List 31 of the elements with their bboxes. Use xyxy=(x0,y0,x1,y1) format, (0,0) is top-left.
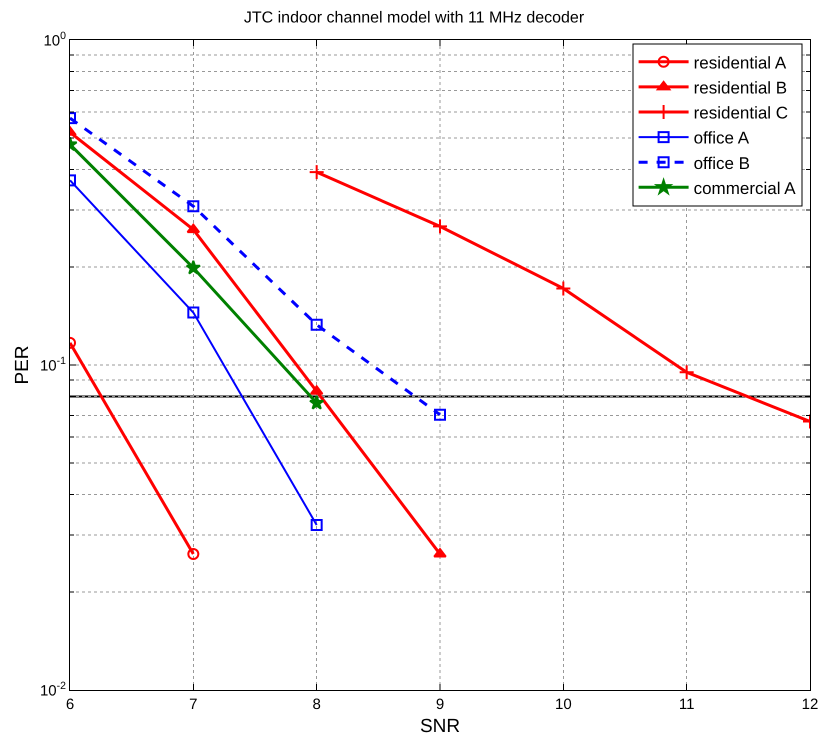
point xyxy=(310,318,323,331)
legend-label: residential A xyxy=(694,53,787,72)
x-tick-label: 12 xyxy=(802,696,818,713)
chart-title: JTC indoor channel model with 11 MHz decoder xyxy=(244,9,585,26)
x-tick-label: 8 xyxy=(312,696,321,713)
legend-label: commercial A xyxy=(694,178,796,198)
y-tick-label: 10$^{0}$ xyxy=(43,30,66,50)
point xyxy=(433,548,447,558)
point xyxy=(187,200,200,212)
point xyxy=(434,408,446,421)
point xyxy=(186,224,200,234)
x-tick-label: 11 xyxy=(678,696,694,713)
legend-label: office A xyxy=(694,128,750,148)
point xyxy=(308,164,325,180)
y-tick-label: 10$^{-2}$ xyxy=(40,680,66,700)
point xyxy=(310,385,324,395)
point xyxy=(309,394,324,410)
point xyxy=(186,260,201,275)
y-axis-title: PER xyxy=(12,345,33,385)
x-axis-title: SNR xyxy=(420,716,460,737)
x-tick-label: 7 xyxy=(189,696,198,713)
x-tick-label: 9 xyxy=(436,696,444,713)
legend-label: office B xyxy=(694,154,750,173)
legend-label: residential B xyxy=(694,78,788,98)
x-tick-label: 6 xyxy=(66,696,74,713)
legend-label: residential C xyxy=(694,104,788,123)
point xyxy=(187,306,200,319)
point xyxy=(432,218,448,234)
x-tick-label: 10 xyxy=(554,696,572,713)
y-tick-label: 10$^{-1}$ xyxy=(40,354,66,374)
point xyxy=(310,518,323,531)
